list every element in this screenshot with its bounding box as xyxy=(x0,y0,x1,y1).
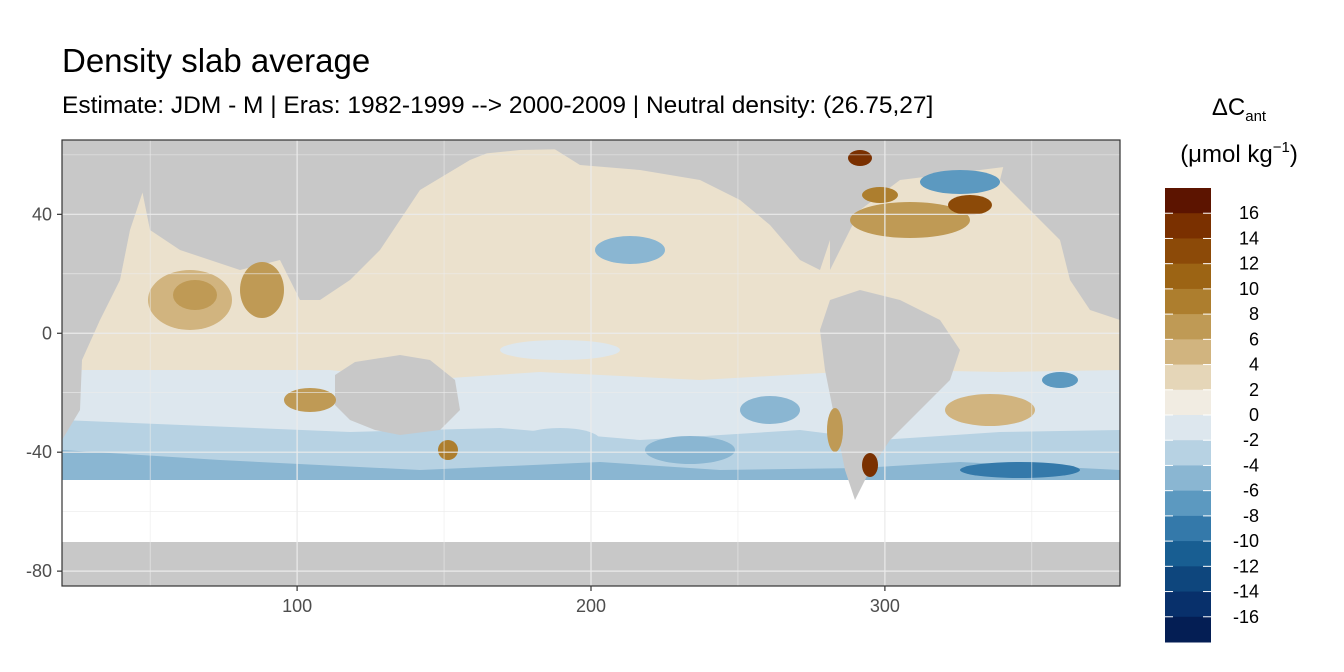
y-axis: 40 0 -40 -80 xyxy=(26,204,62,581)
north-atlantic-anomaly xyxy=(850,202,970,238)
y-tick-label: -80 xyxy=(26,561,52,581)
south-pacific-negative-2 xyxy=(740,396,800,424)
legend-swatch xyxy=(1165,213,1211,239)
grid-lines xyxy=(62,140,1120,586)
y-tick-label: -40 xyxy=(26,442,52,462)
legend-label: -8 xyxy=(1243,506,1259,526)
legend-label: 14 xyxy=(1239,228,1259,248)
south-pacific-negative-1 xyxy=(645,436,735,464)
legend-swatch xyxy=(1165,515,1211,542)
x-tick-label: 200 xyxy=(576,596,606,616)
legend-swatch xyxy=(1165,616,1211,643)
legend-swatch xyxy=(1165,188,1211,214)
legend-label: 12 xyxy=(1239,254,1259,274)
legend-swatch xyxy=(1165,415,1211,441)
plot-title: Density slab average xyxy=(62,42,371,79)
x-tick-label: 100 xyxy=(282,596,312,616)
labrador-anomaly xyxy=(848,150,872,166)
x-axis: 100 200 300 xyxy=(282,586,900,616)
legend-swatch xyxy=(1165,440,1211,466)
legend-label: 10 xyxy=(1239,279,1259,299)
legend-swatch xyxy=(1165,339,1211,366)
legend-label: 16 xyxy=(1239,203,1259,223)
south-america-land xyxy=(820,290,960,500)
legend-swatch xyxy=(1165,566,1211,593)
north-america-land xyxy=(540,140,920,270)
legend-label: -16 xyxy=(1233,607,1259,627)
gulf-stream-anomaly xyxy=(862,187,898,203)
legend-swatch xyxy=(1165,465,1211,492)
legend-label: -4 xyxy=(1243,455,1259,475)
bay-of-bengal-anomaly xyxy=(240,262,284,318)
legend-label: -2 xyxy=(1243,430,1259,450)
australia-land xyxy=(335,355,460,435)
arabian-sea-core xyxy=(173,280,217,310)
legend-label: -14 xyxy=(1233,582,1259,602)
x-tick-label: 300 xyxy=(870,596,900,616)
plot-subtitle: Estimate: JDM - M | Eras: 1982-1999 --> … xyxy=(62,92,934,119)
legend-label: -6 xyxy=(1243,481,1259,501)
north-atlantic-negative xyxy=(920,170,1000,194)
brazil-anomaly xyxy=(827,408,843,452)
tasman-anomaly xyxy=(438,440,458,460)
australia-west-anomaly xyxy=(284,388,336,412)
legend-swatch xyxy=(1165,389,1211,416)
legend-swatch xyxy=(1165,314,1211,340)
legend-swatch xyxy=(1165,238,1211,265)
asia-land xyxy=(130,140,520,300)
legend-label: -12 xyxy=(1233,556,1259,576)
y-tick-label: 40 xyxy=(32,204,52,224)
legend-swatch xyxy=(1165,263,1211,290)
legend-swatch xyxy=(1165,541,1211,567)
legend-swatch xyxy=(1165,490,1211,517)
africa-land xyxy=(62,140,150,440)
legend-swatch xyxy=(1165,591,1211,618)
legend-swatch xyxy=(1165,288,1211,315)
legend-label: 0 xyxy=(1249,405,1259,425)
legend-label: 4 xyxy=(1249,355,1259,375)
west-africa-land xyxy=(1060,240,1120,320)
legend-label: 6 xyxy=(1249,329,1259,349)
south-atlantic-negative xyxy=(960,462,1080,478)
legend-unit: (μmol kg−1) xyxy=(1180,139,1298,168)
legend-label: -10 xyxy=(1233,531,1259,551)
legend-label: 2 xyxy=(1249,380,1259,400)
south-pacific-negative-3 xyxy=(520,428,600,452)
legend-swatch xyxy=(1165,364,1211,391)
legend-title: ΔCant xyxy=(1212,94,1267,125)
patagonia-anomaly xyxy=(862,453,878,477)
south-atlantic-anomaly xyxy=(945,394,1035,426)
tropical-pacific-lightblue xyxy=(500,340,620,360)
north-atlantic-core xyxy=(948,195,992,215)
north-pacific-negative xyxy=(595,236,665,264)
legend-label: 8 xyxy=(1249,304,1259,324)
y-tick-label: 0 xyxy=(42,323,52,343)
colorbar-legend: ΔCant (μmol kg−1) 16 14 12 10 8 6 4 2 0 -2 -4 -6 -8 -… xyxy=(1165,94,1298,643)
southeast-atlantic-negative xyxy=(1042,372,1078,388)
